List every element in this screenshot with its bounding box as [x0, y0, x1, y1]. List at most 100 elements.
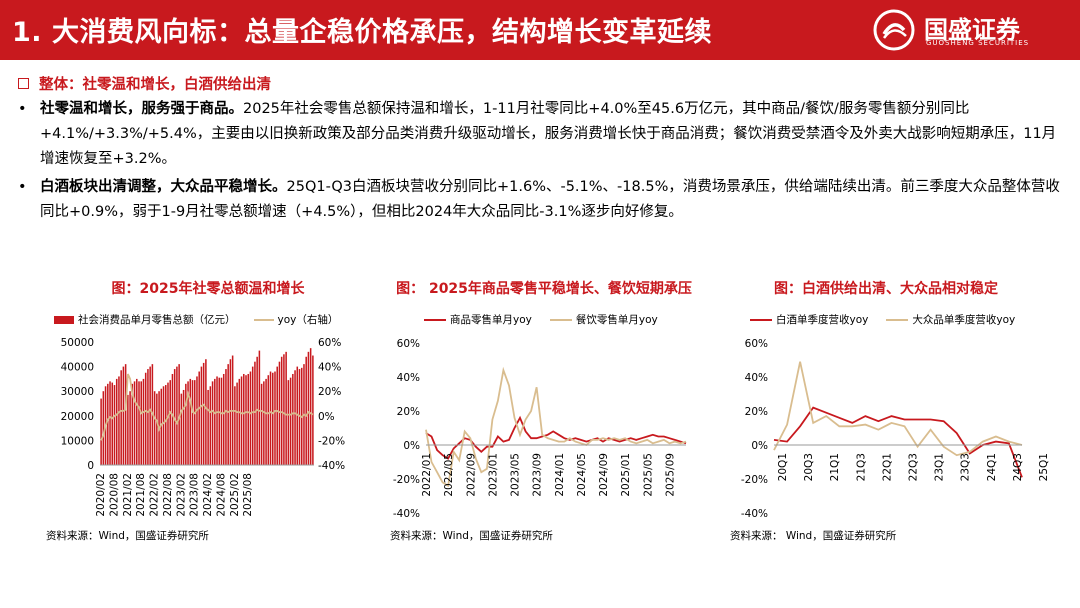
bar: [243, 373, 245, 465]
bar: [222, 373, 225, 465]
bar: [220, 377, 223, 465]
y-tick-label: -40%: [393, 508, 420, 520]
x-tick-label: 24Q3: [1012, 453, 1024, 481]
bar: [298, 369, 301, 465]
legend-line-swatch: [424, 318, 446, 321]
bar: [307, 351, 310, 465]
bar: [292, 373, 294, 465]
bar: [118, 376, 120, 465]
x-tick-label: 2025/02: [229, 473, 241, 517]
y-tick-label: -20%: [741, 474, 768, 486]
legend-label: 商品零售单月yoy: [450, 314, 532, 326]
x-tick-label: 2023/08: [189, 473, 201, 517]
y2-tick-label: 20%: [318, 386, 341, 398]
y-tick-label: 0%: [403, 440, 420, 452]
bar: [245, 375, 247, 465]
x-tick-label: 2024/09: [598, 453, 610, 497]
chart-goods-catering: 图： 2025年商品零售平稳增长、餐饮短期承压 商品零售单月yoy 餐饮零售单月…: [374, 272, 714, 572]
x-tick-label: 2022/01: [421, 453, 433, 497]
y-tick-label: -40%: [741, 508, 768, 520]
x-tick-label: 2022/08: [162, 473, 174, 517]
bar: [115, 378, 118, 465]
x-tick-label: 2024/02: [202, 473, 214, 517]
y2-tick-label: -20%: [318, 435, 345, 447]
chart-baijiu-mass: 图：白酒供给出清、大众品相对稳定 白酒单季度营收yoy 大众品单季度营收yoy …: [716, 272, 1056, 572]
bar: [296, 366, 299, 465]
series-line: [425, 366, 687, 488]
x-tick-label: 2025/01: [620, 453, 632, 497]
bar: [153, 391, 156, 465]
series-line: [773, 406, 1023, 478]
x-tick-label: 2025/05: [642, 453, 654, 497]
y-tick-label: 0%: [751, 440, 768, 452]
bar: [265, 378, 267, 465]
bar: [127, 394, 129, 465]
bar: [176, 366, 178, 465]
x-tick-label: 2023/02: [175, 473, 187, 517]
bar: [211, 381, 214, 465]
bar: [294, 370, 296, 465]
bar: [193, 380, 196, 465]
bar: [122, 366, 125, 465]
y-tick-label: 20000: [61, 411, 94, 423]
overview-heading: 整体：社零温和增长，白酒供给出清: [18, 72, 1070, 94]
y-tick-label: 60%: [745, 338, 768, 350]
bar: [147, 369, 149, 465]
bar: [142, 378, 145, 465]
x-tick-label: 20Q1: [777, 453, 789, 481]
bar: [191, 380, 194, 465]
bar: [160, 388, 163, 465]
bar: [229, 359, 232, 465]
bar: [140, 381, 143, 465]
bar: [167, 382, 169, 465]
y2-tick-label: 60%: [318, 337, 341, 349]
legend-bar-swatch: [54, 315, 74, 324]
bar: [238, 378, 241, 465]
x-tick-label: 2021/08: [135, 473, 147, 517]
x-tick-label: 2022/02: [149, 473, 161, 517]
bar: [129, 391, 131, 465]
y-tick-label: 40%: [745, 372, 768, 384]
bar: [218, 377, 221, 465]
bar: [287, 380, 290, 465]
bar: [109, 381, 111, 465]
y2-tick-label: 40%: [318, 362, 341, 374]
bar: [269, 371, 272, 465]
legend-label: yoy（右轴）: [277, 314, 339, 326]
bar: [162, 386, 165, 465]
chart-title: 图：白酒供给出清、大众品相对稳定: [774, 281, 998, 297]
bar: [274, 371, 276, 465]
paragraph-baijiu-lead: 白酒板块出清调整，大众品平稳增长。: [40, 179, 287, 195]
bar: [305, 356, 307, 465]
y2-tick-label: -40%: [318, 460, 345, 472]
legend-line-swatch: [549, 318, 572, 321]
bar: [187, 381, 189, 465]
header-bar: 1. 大消费风向标：总量企稳价格承压，结构增长变革延续 国盛证券 GUOSHEN…: [0, 0, 1080, 60]
bar: [260, 383, 263, 465]
chart-legend: 商品零售单月yoy 餐饮零售单月yoy: [424, 312, 676, 327]
chart-legend: 社会消费品单月零售总额（亿元） yoy（右轴）: [54, 312, 356, 327]
y-tick-label: 60%: [397, 338, 420, 350]
checkbox-square-icon: [18, 77, 29, 89]
bar: [189, 378, 192, 465]
legend-label: 餐饮零售单月yoy: [575, 314, 658, 326]
bar: [178, 364, 180, 465]
bar: [182, 389, 185, 465]
paragraph-baijiu: • 白酒板块出清调整，大众品平稳增长。25Q1-Q3白酒板块营收分别同比+1.6…: [18, 175, 1070, 225]
x-tick-label: 21Q1: [829, 453, 841, 481]
bar: [131, 383, 134, 465]
x-tick-label: 22Q1: [881, 453, 893, 481]
x-tick-label: 2022/09: [465, 453, 477, 497]
y-tick-label: 30000: [61, 386, 94, 398]
bar: [309, 348, 312, 465]
x-tick-label: 2021/02: [122, 473, 134, 517]
bar: [173, 369, 176, 465]
bar: [156, 393, 158, 465]
chart-plot: -40% -20% 0% 20% 40% 60% 2022/01 2022/05 2022/09…: [393, 338, 687, 520]
bar: [138, 381, 140, 465]
y2-tick-label: 0%: [318, 411, 335, 423]
bar: [205, 359, 207, 465]
bar: [267, 375, 270, 465]
bar: [120, 370, 122, 465]
bar: [164, 385, 167, 465]
